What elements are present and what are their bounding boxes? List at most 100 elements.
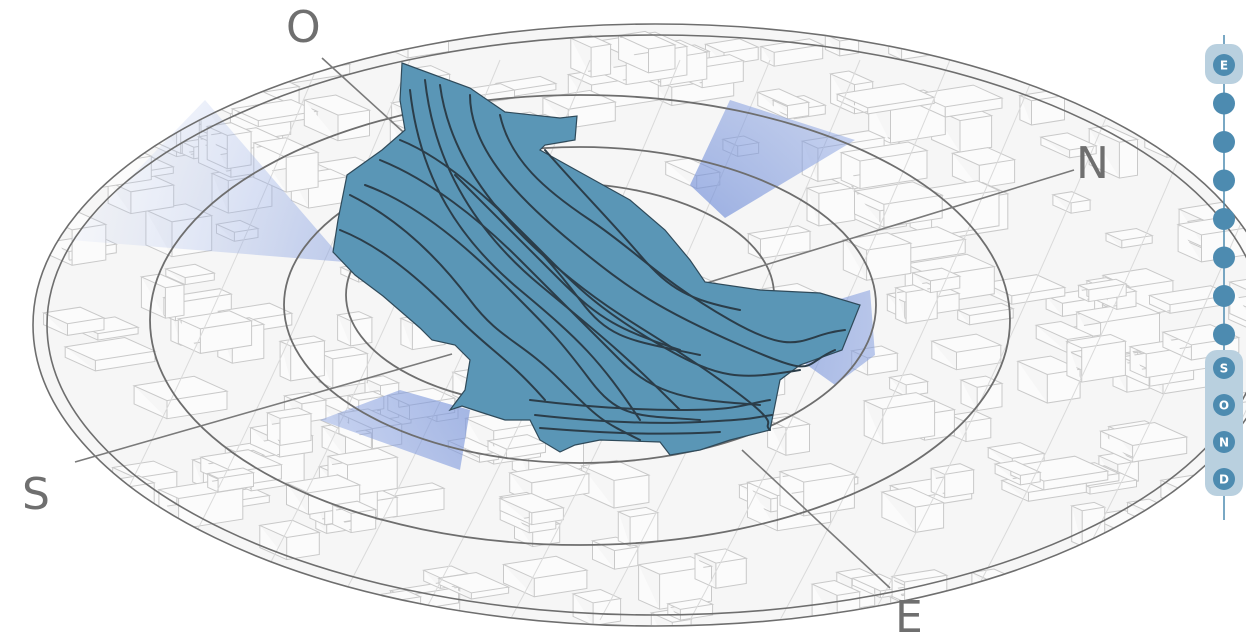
building-outline bbox=[929, 463, 976, 499]
compass-label-south: S bbox=[22, 469, 50, 520]
building-outline bbox=[330, 500, 378, 534]
building-outline bbox=[437, 571, 511, 600]
building-outline bbox=[886, 32, 934, 61]
building-outline bbox=[326, 447, 399, 497]
building-outline bbox=[756, 88, 811, 120]
building-outline bbox=[839, 141, 929, 190]
compass-label-west: O bbox=[286, 2, 321, 53]
building-outline bbox=[1039, 132, 1098, 159]
building-outline bbox=[959, 375, 1004, 412]
building-outline bbox=[835, 83, 936, 115]
timeline-month-label: S bbox=[1220, 362, 1229, 376]
timeline-dot[interactable] bbox=[1213, 54, 1235, 76]
timeline-dot[interactable] bbox=[1213, 208, 1235, 230]
building-outline bbox=[805, 181, 857, 227]
building-outline bbox=[1167, 113, 1219, 133]
street-line bbox=[329, 59, 591, 621]
compass-label-east: E bbox=[895, 592, 923, 639]
building-outline bbox=[213, 599, 269, 625]
contour-line bbox=[489, 199, 701, 356]
building-outline bbox=[265, 407, 313, 446]
contour-line bbox=[534, 414, 773, 424]
building-outline bbox=[930, 333, 1003, 371]
building-outline bbox=[55, 100, 116, 146]
building-outline bbox=[164, 263, 217, 286]
building-outline bbox=[501, 555, 589, 598]
contour-line bbox=[529, 399, 771, 412]
building-outline bbox=[893, 282, 939, 324]
building-outline bbox=[862, 392, 937, 445]
compass-labels: O N S E bbox=[22, 2, 1109, 639]
contour-line bbox=[539, 427, 721, 435]
sun-sector-west bbox=[70, 100, 345, 262]
timeline-dot[interactable] bbox=[1213, 285, 1235, 307]
timeline-dot[interactable] bbox=[1213, 323, 1235, 346]
building-outline bbox=[880, 487, 946, 533]
timeline-dot[interactable] bbox=[1213, 131, 1235, 153]
building-outline bbox=[948, 410, 993, 443]
contour-line bbox=[399, 139, 801, 377]
contour-line bbox=[364, 184, 701, 421]
building-outline bbox=[955, 302, 1015, 326]
contour-line bbox=[469, 94, 836, 368]
building-outline bbox=[759, 38, 825, 67]
timeline-dot[interactable] bbox=[1213, 468, 1235, 490]
building-outline bbox=[616, 30, 677, 74]
ring-3 bbox=[149, 94, 1011, 546]
building-outline bbox=[41, 306, 106, 336]
building-outline bbox=[176, 310, 254, 354]
building-outline bbox=[649, 609, 693, 625]
building-outline bbox=[132, 375, 229, 420]
contour-line bbox=[424, 79, 681, 411]
timeline-dot[interactable] bbox=[1213, 431, 1235, 453]
building-outline bbox=[693, 548, 749, 589]
building-outline bbox=[317, 346, 370, 389]
timeline-dot[interactable] bbox=[1213, 246, 1235, 269]
building-outline bbox=[1200, 566, 1246, 616]
outer-ring-inner bbox=[46, 34, 1246, 616]
building-outline bbox=[1051, 191, 1092, 214]
contour-line bbox=[409, 89, 641, 421]
timeline-month-label: D bbox=[1219, 473, 1229, 487]
timeline-dot[interactable] bbox=[1213, 357, 1235, 379]
axis-north bbox=[699, 169, 1075, 286]
timeline-group-bottom bbox=[1205, 350, 1243, 496]
building-outline bbox=[970, 568, 1026, 603]
timeline-dot[interactable] bbox=[1213, 394, 1235, 416]
axis-west bbox=[321, 57, 413, 141]
timeline-dot[interactable] bbox=[1213, 92, 1235, 115]
building-outline bbox=[137, 65, 186, 86]
building-outline bbox=[498, 492, 566, 526]
building-outline bbox=[983, 610, 1032, 625]
contour-line bbox=[544, 149, 741, 311]
timeline-month-label: O bbox=[1219, 399, 1229, 413]
building-outline bbox=[990, 29, 1071, 79]
building-outline bbox=[1098, 421, 1189, 463]
contour-line bbox=[379, 159, 761, 406]
axis-east bbox=[741, 449, 891, 589]
timeline-dot[interactable] bbox=[1213, 169, 1235, 192]
timeline-month-label: N bbox=[1219, 436, 1229, 450]
building-outline bbox=[746, 225, 812, 260]
building-outline bbox=[1137, 90, 1221, 120]
axis-south bbox=[74, 353, 453, 463]
building-outline bbox=[146, 51, 215, 96]
outer-ring bbox=[32, 23, 1246, 627]
building-outline bbox=[1016, 355, 1082, 404]
building-outline bbox=[1087, 125, 1140, 179]
building-outline bbox=[139, 273, 186, 319]
building-outline bbox=[1104, 227, 1154, 249]
contour-line bbox=[339, 229, 546, 401]
compass-label-north: N bbox=[1076, 138, 1109, 189]
compass-axes bbox=[74, 57, 1075, 589]
building-outline bbox=[187, 29, 260, 65]
building-outline bbox=[1058, 544, 1150, 581]
building-outline bbox=[1018, 89, 1067, 126]
building-outline bbox=[335, 311, 374, 347]
terrain-site bbox=[332, 62, 861, 456]
building-outline bbox=[968, 592, 1043, 625]
building-outline bbox=[258, 519, 322, 561]
building-outline bbox=[1125, 498, 1172, 524]
building-outline bbox=[1065, 333, 1128, 383]
